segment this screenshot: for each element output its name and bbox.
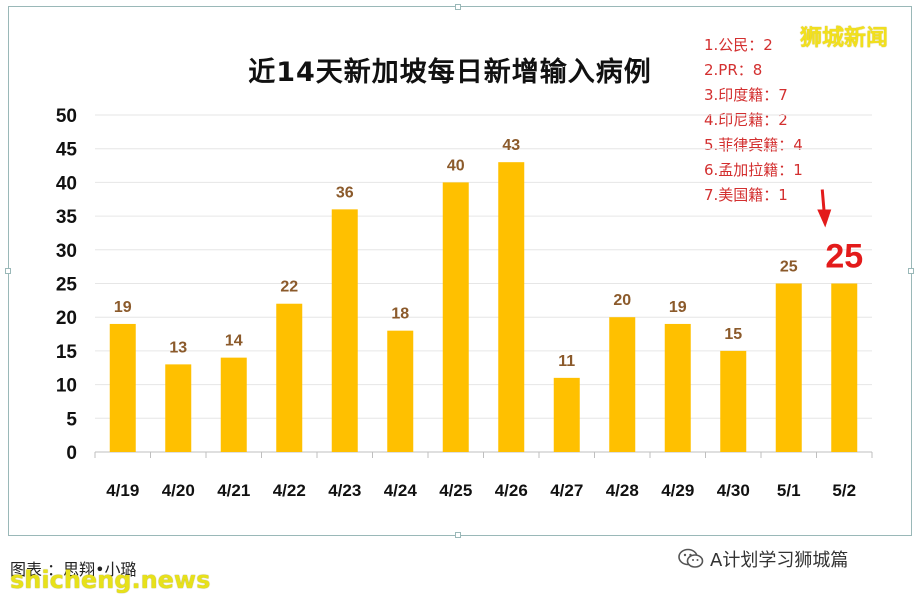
breakdown-item: 3.印度籍：7 (704, 86, 788, 104)
bar (775, 283, 802, 452)
y-tick-label: 35 (56, 207, 78, 228)
watermark-logo-top: 狮城新闻 (800, 26, 889, 51)
bar (664, 323, 691, 452)
y-tick-label: 30 (56, 241, 77, 262)
highlight-arrow-head (817, 209, 832, 228)
bar (387, 330, 414, 452)
bar (331, 209, 358, 452)
resize-handle-left[interactable] (5, 268, 11, 274)
value-label: 11 (558, 353, 575, 370)
value-label: 19 (669, 299, 687, 316)
bar (720, 350, 747, 452)
x-tick-label: 4/26 (495, 481, 528, 500)
value-label: 43 (502, 137, 520, 154)
x-tick-label: 5/2 (832, 481, 856, 500)
bar (498, 162, 525, 452)
y-tick-label: 40 (56, 173, 77, 194)
x-tick-label: 4/22 (273, 481, 306, 500)
x-tick-label: 4/21 (217, 481, 250, 500)
chart-credit: 图表 ：思翔•小璐 (10, 560, 137, 579)
value-label: 13 (169, 339, 187, 356)
wechat-icon (678, 548, 704, 568)
x-tick-label: 4/24 (384, 481, 418, 500)
value-label: 20 (613, 292, 631, 309)
breakdown-item: 5.菲律宾籍：4 (704, 136, 803, 154)
bar (553, 377, 580, 452)
value-label: 18 (391, 306, 409, 323)
x-tick-label: 4/25 (439, 481, 472, 500)
bar (276, 303, 303, 452)
site-watermark: shicheng.news (10, 566, 211, 594)
x-tick-label: 4/30 (717, 481, 750, 500)
y-tick-label: 50 (56, 106, 77, 127)
bar (220, 357, 247, 452)
bar (165, 364, 192, 452)
breakdown-item: 6.孟加拉籍：1 (704, 161, 803, 179)
bar (109, 323, 136, 452)
value-label: 40 (447, 157, 465, 174)
breakdown-item: 1.公民：2 (704, 36, 773, 54)
x-tick-label: 4/27 (550, 481, 583, 500)
resize-handle-right[interactable] (908, 268, 914, 274)
x-tick-label: 4/29 (661, 481, 694, 500)
breakdown-item: 7.美国籍：1 (704, 186, 788, 204)
value-label: 25 (780, 259, 798, 276)
y-tick-label: 20 (56, 308, 77, 329)
value-label: 36 (336, 184, 354, 201)
chart-title: 近14天新加坡每日新增输入病例 (248, 57, 652, 88)
y-tick-label: 5 (66, 409, 77, 430)
bar (609, 317, 636, 452)
breakdown-item: 2.PR：8 (704, 61, 763, 79)
value-label: 15 (724, 326, 742, 343)
y-tick-label: 10 (56, 376, 77, 397)
resize-handle-top[interactable] (455, 4, 461, 10)
wechat-account: A计划学习狮城篇 (678, 546, 848, 572)
highlight-value-label: 25 (825, 238, 863, 276)
y-tick-label: 25 (56, 275, 78, 296)
value-label: 19 (114, 299, 132, 316)
x-tick-label: 4/28 (606, 481, 639, 500)
resize-handle-bottom[interactable] (455, 532, 461, 538)
value-label: 14 (225, 333, 243, 350)
value-label: 22 (280, 279, 298, 296)
account-name: A计划学习狮城篇 (710, 550, 849, 571)
bar (831, 283, 858, 452)
x-tick-label: 4/20 (162, 481, 195, 500)
bar (442, 182, 469, 452)
x-tick-label: 5/1 (777, 481, 801, 500)
y-tick-label: 15 (56, 342, 78, 363)
x-tick-label: 4/19 (106, 481, 139, 500)
x-tick-label: 4/23 (328, 481, 361, 500)
y-tick-label: 45 (56, 140, 78, 161)
y-tick-label: 0 (66, 443, 77, 464)
